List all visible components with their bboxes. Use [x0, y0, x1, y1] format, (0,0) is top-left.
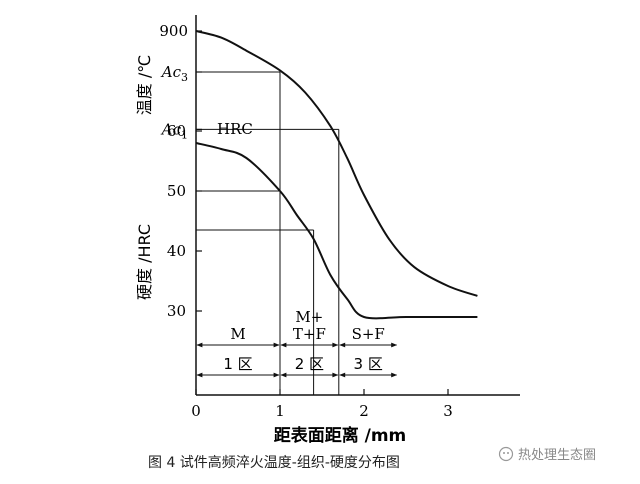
x-axis-label: 距表面距离 /mm [274, 425, 407, 446]
figure-caption: 图 4 试件高频淬火温度-组织-硬度分布图 [148, 455, 400, 471]
hardness-tick-label: 50 [167, 182, 186, 200]
temperature-axis-label: 温度 /℃ [135, 55, 154, 115]
region-zone-label: 3 区 [354, 355, 383, 373]
region-zone-label: 2 区 [295, 355, 324, 373]
structure-zone-label: S+F [352, 325, 385, 343]
temperature-curve [195, 30, 478, 297]
wechat-icon [498, 446, 514, 461]
region-zone-label: 1 区 [223, 355, 252, 373]
temperature-tick-label: 900 [159, 22, 188, 40]
x-tick-label: 3 [443, 402, 453, 420]
structure-zone-label: M [230, 325, 245, 343]
hardness-tick-label: 30 [167, 302, 186, 320]
temperature-tick-label: Ac1 [160, 120, 188, 141]
hardness-axis-label: 硬度 /HRC [135, 224, 154, 300]
hardness-curve [195, 142, 478, 320]
watermark-text: 热处理生态圈 [518, 448, 597, 463]
structure-zone-label: M+ [295, 308, 323, 326]
x-tick-label: 1 [275, 402, 285, 420]
structure-zone-label-line2: T+F [293, 325, 326, 343]
hardness-series-label: HRC [217, 120, 253, 138]
hardness-tick-label: 40 [167, 242, 186, 260]
temperature-tick-label: Ac3 [160, 63, 188, 84]
x-tick-label: 0 [191, 402, 201, 420]
watermark: 热处理生态圈 [498, 444, 596, 463]
x-tick-label: 2 [359, 402, 369, 420]
hardness-tick-label: 60 [167, 122, 186, 140]
